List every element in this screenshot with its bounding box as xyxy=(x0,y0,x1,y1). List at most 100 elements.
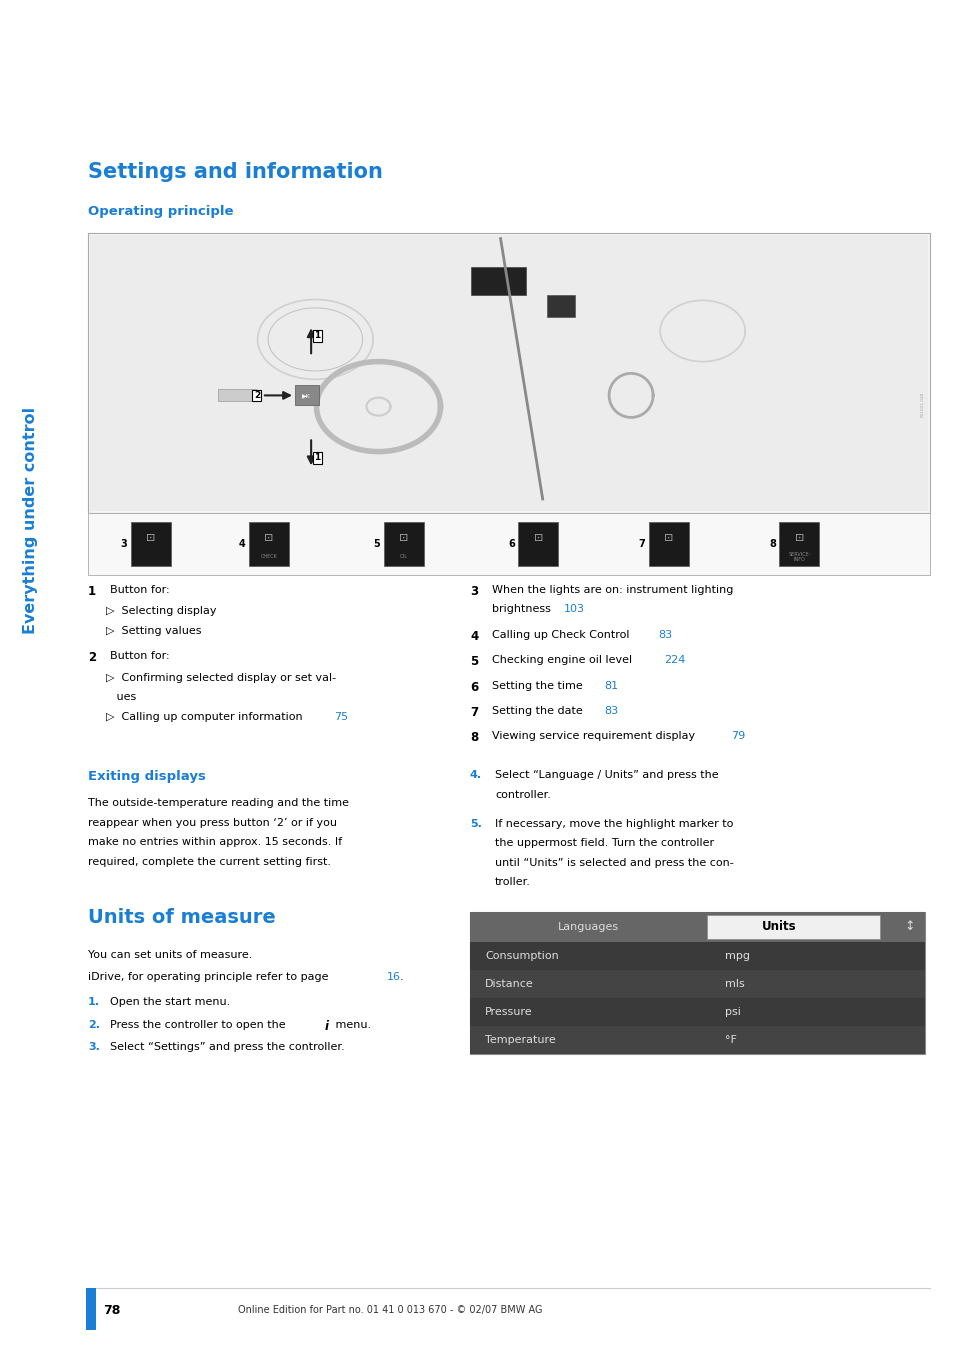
Bar xyxy=(517,521,558,566)
Text: 3: 3 xyxy=(121,539,128,549)
Text: ▷  Setting values: ▷ Setting values xyxy=(106,626,201,636)
Text: 4: 4 xyxy=(238,539,245,549)
Bar xyxy=(470,970,924,997)
Bar xyxy=(86,1288,96,1329)
Text: .: . xyxy=(399,971,403,981)
Text: 224: 224 xyxy=(664,655,685,665)
Text: ⊡: ⊡ xyxy=(398,534,408,543)
Text: ⊡: ⊡ xyxy=(663,534,673,543)
Text: mpg: mpg xyxy=(724,951,749,961)
Text: 1: 1 xyxy=(88,585,96,598)
Text: ▶K: ▶K xyxy=(302,393,311,399)
Bar xyxy=(470,997,924,1025)
Text: 8: 8 xyxy=(470,731,477,744)
Bar xyxy=(471,266,525,295)
Text: 75: 75 xyxy=(334,712,348,721)
Text: mls: mls xyxy=(724,978,743,989)
Text: 3.: 3. xyxy=(88,1042,100,1052)
Text: You can set units of measure.: You can set units of measure. xyxy=(88,950,253,961)
Text: Consumption: Consumption xyxy=(484,951,558,961)
Text: iDrive, for operating principle refer to page: iDrive, for operating principle refer to… xyxy=(88,971,332,981)
Text: Press the controller to open the: Press the controller to open the xyxy=(110,1020,289,1029)
Text: Viewing service requirement display: Viewing service requirement display xyxy=(492,731,695,742)
Bar xyxy=(383,521,423,566)
Text: °F: °F xyxy=(724,1035,736,1044)
Text: 2: 2 xyxy=(88,651,96,665)
Text: 103: 103 xyxy=(563,604,584,615)
Text: ues: ues xyxy=(106,692,136,703)
Bar xyxy=(779,521,819,566)
Text: Everything under control: Everything under control xyxy=(23,407,37,634)
Text: 83: 83 xyxy=(603,707,618,716)
Text: reappear when you press button ‘2’ or if you: reappear when you press button ‘2’ or if… xyxy=(88,817,336,828)
Text: ▷  Confirming selected display or set val-: ▷ Confirming selected display or set val… xyxy=(106,673,335,682)
Text: brightness: brightness xyxy=(492,604,550,615)
Text: i: i xyxy=(324,1020,328,1032)
Bar xyxy=(90,235,927,511)
Text: The outside-temperature reading and the time: The outside-temperature reading and the … xyxy=(88,798,349,808)
Text: 1: 1 xyxy=(314,331,320,340)
Text: Setting the date: Setting the date xyxy=(492,707,582,716)
Text: Units: Units xyxy=(761,920,796,934)
Text: 2: 2 xyxy=(253,390,260,400)
Text: RS1001-04A: RS1001-04A xyxy=(920,392,924,416)
Text: troller.: troller. xyxy=(495,877,530,888)
Text: SERVICE-
INFO: SERVICE- INFO xyxy=(787,551,810,562)
Text: Pressure: Pressure xyxy=(484,1006,532,1016)
Text: Setting the time: Setting the time xyxy=(492,681,582,690)
Text: 16: 16 xyxy=(387,971,400,981)
Bar xyxy=(470,912,924,942)
Bar xyxy=(470,942,924,970)
Text: Distance: Distance xyxy=(484,978,533,989)
Text: ⊡: ⊡ xyxy=(147,534,155,543)
Text: 78: 78 xyxy=(103,1304,120,1316)
Text: the uppermost field. Turn the controller: the uppermost field. Turn the controller xyxy=(495,838,714,848)
Text: menu.: menu. xyxy=(333,1020,372,1029)
Text: If necessary, move the highlight marker to: If necessary, move the highlight marker … xyxy=(495,819,733,828)
Text: 81: 81 xyxy=(603,681,618,690)
Text: 3: 3 xyxy=(470,585,477,598)
Bar xyxy=(249,521,289,566)
Text: Open the start menu.: Open the start menu. xyxy=(110,997,230,1006)
Text: Temperature: Temperature xyxy=(484,1035,556,1044)
Text: 79: 79 xyxy=(731,731,745,742)
Bar xyxy=(294,385,318,405)
Text: Select “Language / Units” and press the: Select “Language / Units” and press the xyxy=(495,770,718,780)
Text: Operating principle: Operating principle xyxy=(88,205,233,218)
Text: Button for:: Button for: xyxy=(110,585,170,594)
Text: Calling up Check Control: Calling up Check Control xyxy=(492,630,629,640)
Bar xyxy=(88,513,929,576)
Text: ▷  Selecting display: ▷ Selecting display xyxy=(106,607,216,616)
Text: psi: psi xyxy=(724,1006,740,1016)
Text: Checking engine oil level: Checking engine oil level xyxy=(492,655,632,665)
Bar xyxy=(706,915,879,939)
Bar xyxy=(88,232,929,513)
Text: required, complete the current setting first.: required, complete the current setting f… xyxy=(88,857,331,866)
Text: Button for:: Button for: xyxy=(110,651,170,661)
Text: Languages: Languages xyxy=(558,921,618,931)
Text: 7: 7 xyxy=(470,707,477,719)
Text: make no entries within approx. 15 seconds. If: make no entries within approx. 15 second… xyxy=(88,838,342,847)
Text: OIL: OIL xyxy=(399,554,407,559)
Text: 5.: 5. xyxy=(470,819,481,828)
Text: ⊡: ⊡ xyxy=(534,534,542,543)
Text: ⊡: ⊡ xyxy=(794,534,803,543)
Text: Units of measure: Units of measure xyxy=(88,908,275,927)
Text: Online Edition for Part no. 01 41 0 013 670 - © 02/07 BMW AG: Online Edition for Part no. 01 41 0 013 … xyxy=(237,1305,542,1315)
Text: Settings and information: Settings and information xyxy=(88,162,382,182)
Bar xyxy=(648,521,688,566)
Text: 6: 6 xyxy=(470,681,477,693)
Text: 83: 83 xyxy=(658,630,671,640)
Text: 5: 5 xyxy=(470,655,477,669)
Text: When the lights are on: instrument lighting: When the lights are on: instrument light… xyxy=(492,585,733,594)
Text: controller.: controller. xyxy=(495,789,550,800)
Text: 7: 7 xyxy=(638,539,644,549)
Text: Exiting displays: Exiting displays xyxy=(88,770,206,784)
Text: ⊡: ⊡ xyxy=(264,534,274,543)
Bar xyxy=(470,1025,924,1054)
Text: 4.: 4. xyxy=(470,770,481,780)
Text: ↕: ↕ xyxy=(903,920,914,934)
Text: 4: 4 xyxy=(470,630,477,643)
Text: Select “Settings” and press the controller.: Select “Settings” and press the controll… xyxy=(110,1042,344,1052)
Bar xyxy=(470,912,924,1054)
